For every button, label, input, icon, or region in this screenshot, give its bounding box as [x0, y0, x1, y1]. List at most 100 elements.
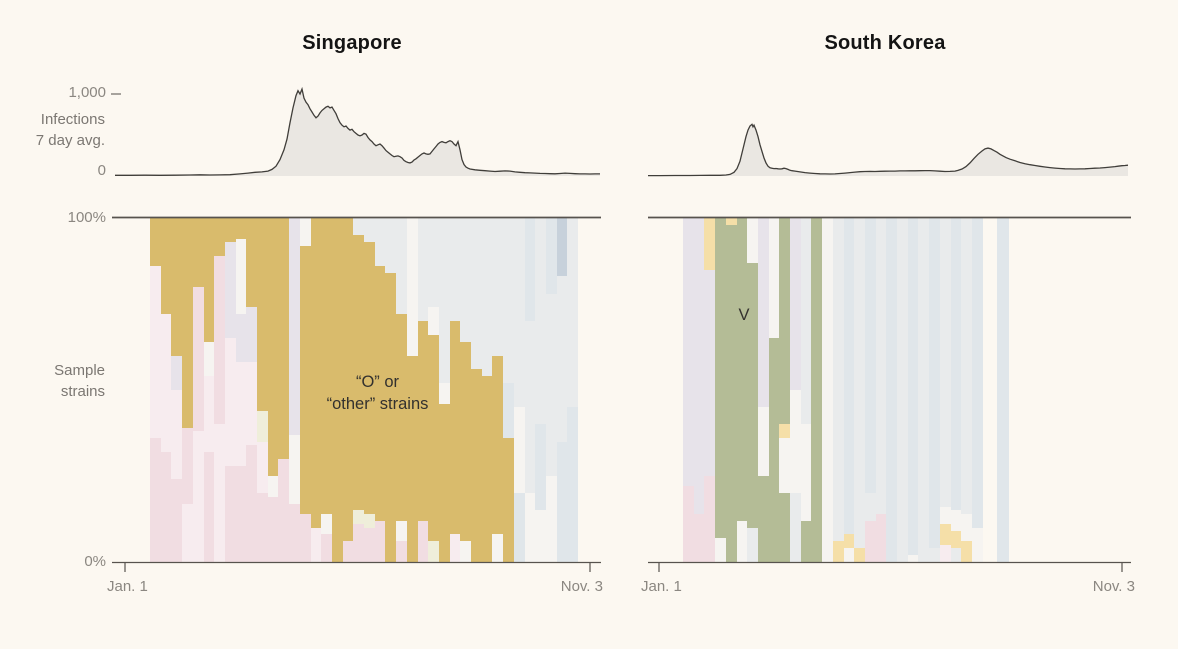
strain-bar: [854, 218, 866, 562]
strain-bar: [321, 218, 333, 562]
strain-segment-gy: [535, 218, 547, 425]
strain-segment-pl: [257, 441, 269, 494]
strain-bar: [736, 218, 748, 562]
strain-segment-wh: [299, 218, 311, 246]
strain-segment-wh: [768, 218, 780, 339]
strain-bar: [385, 218, 397, 562]
infections-axis-label-line1: Infections: [40, 111, 105, 128]
strain-segment-pk: [278, 458, 290, 562]
strain-segment-pl: [203, 376, 215, 452]
strain-segment-pl: [171, 389, 183, 480]
strain-bar: [971, 218, 983, 562]
strain-segment-pk: [171, 479, 183, 562]
strain-segment-O: [267, 218, 279, 476]
strain-segment-pk: [417, 520, 429, 562]
strain-segment-bl: [556, 218, 568, 277]
strain-segment-pk: [693, 513, 705, 562]
strain-segment-pk: [192, 286, 204, 432]
strain-segment-gy: [438, 218, 450, 384]
strain-segment-gy: [854, 218, 866, 549]
strain-segment-gy: [556, 276, 568, 442]
strain-bar: [800, 218, 812, 562]
strain-bar: [535, 218, 547, 562]
strain-bar: [567, 218, 579, 562]
x-label-jan1-korea: Jan. 1: [641, 578, 682, 595]
strain-bar: [939, 218, 951, 562]
strain-segment-lv: [757, 218, 769, 408]
strain-segment-wh: [545, 475, 557, 562]
strain-bar: [683, 218, 695, 562]
strain-segment-gy: [961, 218, 973, 514]
x-label-nov3-korea: Nov. 3: [1092, 578, 1135, 595]
strain-segment-wh: [289, 434, 301, 504]
strain-segment-pl: [246, 362, 258, 446]
strain-segment-pe: [950, 531, 962, 549]
strain-segment-O: [492, 355, 504, 535]
strain-segment-gy: [374, 218, 386, 267]
strain-segment-gy: [897, 218, 909, 562]
infection-line: [115, 86, 600, 176]
strain-segment-wh: [843, 548, 855, 562]
strain-bar: [235, 218, 247, 562]
strain-segment-O: [182, 218, 194, 428]
strain-segment-wh: [235, 238, 247, 315]
strain-bar: [278, 218, 290, 562]
strain-segment-pe: [843, 534, 855, 549]
strain-segment-O: [257, 218, 269, 411]
strain-segment-O: [353, 235, 365, 511]
strain-bar: [353, 218, 365, 562]
strain-segment-O: [364, 242, 376, 514]
strain-segment-gy: [353, 218, 365, 236]
strain-segment-pk: [257, 493, 269, 562]
strain-segment-gy: [929, 548, 941, 562]
strain-segment-pk: [683, 486, 695, 562]
strain-segment-gb: [971, 218, 983, 528]
strain-segment-gy: [417, 218, 429, 322]
strain-segment-wh: [747, 218, 759, 263]
strain-bar: [757, 218, 769, 562]
y-tick-100pct: 100%: [67, 209, 106, 226]
strain-segment-O: [417, 321, 429, 521]
chart-title-south-korea: South Korea: [824, 32, 946, 54]
strain-segment-O: [192, 218, 204, 287]
strain-segment-pk: [299, 513, 311, 562]
strain-bar: [417, 218, 429, 562]
strain-segment-V: [768, 338, 780, 562]
strain-bar: [524, 218, 536, 562]
strain-segment-gy: [449, 218, 461, 322]
korea-infections-curve: [648, 123, 1129, 177]
annotation-v-strain: V: [738, 306, 750, 324]
strain-segment-wh: [513, 407, 525, 494]
strain-bar: [331, 218, 343, 562]
strain-segment-wh: [535, 510, 547, 562]
strain-bar: [299, 218, 311, 562]
strain-bar: [545, 218, 557, 562]
strain-bar: [182, 218, 194, 562]
strain-bar: [811, 218, 823, 562]
strain-segment-lv: [683, 218, 695, 487]
strain-bar: [192, 218, 204, 562]
strain-segment-V: [736, 218, 748, 521]
strain-segment-wh: [396, 520, 408, 542]
strain-segment-O: [160, 218, 172, 315]
strain-segment-pk: [224, 465, 236, 562]
strain-bar: [875, 218, 887, 562]
strain-segment-V: [715, 218, 727, 538]
strain-segment-pk: [214, 255, 226, 425]
strain-segment-gy: [460, 218, 472, 342]
strain-segment-V: [779, 493, 791, 562]
strain-segment-pk: [246, 445, 258, 562]
strain-bar: [704, 218, 716, 562]
strain-segment-pe: [832, 541, 844, 562]
y-tick-0pct: 0%: [84, 553, 106, 570]
strain-bar: [364, 218, 376, 562]
strain-segment-pk: [374, 520, 386, 562]
strain-segment-O: [278, 218, 290, 459]
strain-bar: [832, 218, 844, 562]
strain-segment-wh: [939, 506, 951, 525]
strain-segment-pl: [160, 314, 172, 452]
strain-segment-O: [396, 314, 408, 521]
strain-bar: [289, 218, 301, 562]
strain-segment-gb: [567, 407, 579, 562]
strain-bar: [725, 218, 737, 562]
